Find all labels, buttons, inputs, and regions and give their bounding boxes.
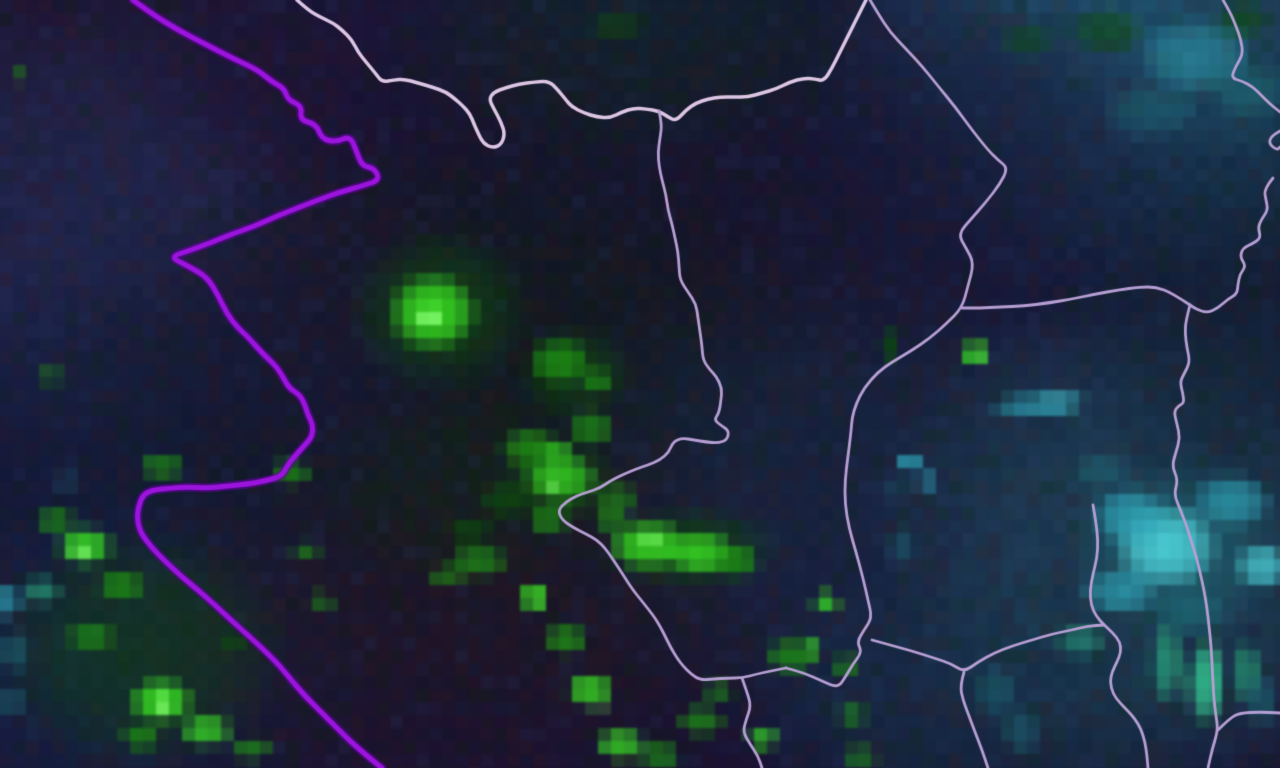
satellite-weather-map-canvas	[0, 0, 1280, 768]
weather-map	[0, 0, 1280, 768]
